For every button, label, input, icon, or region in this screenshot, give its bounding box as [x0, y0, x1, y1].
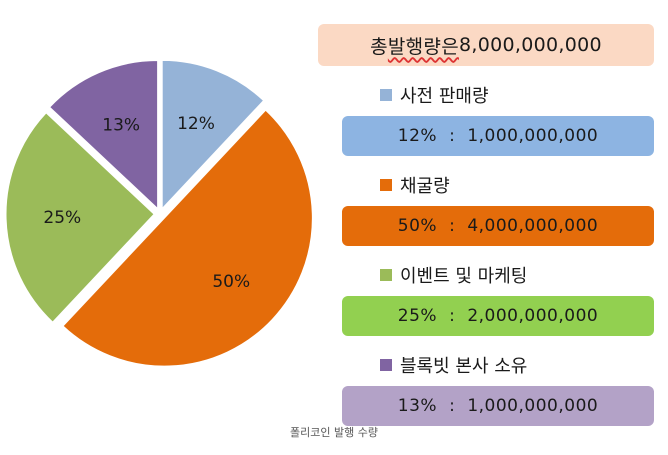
value-box-separator: :: [449, 396, 456, 416]
legend-swatch-marketing: [380, 269, 392, 281]
value-box-amount-presale: 1,000,000,000: [467, 126, 599, 146]
legend-panel: 총 발행량은 8,000,000,000 사전 판매량 12%:1,000,00…: [318, 24, 654, 426]
total-word: 발행량은: [387, 35, 459, 58]
total-value: 8,000,000,000: [459, 34, 602, 56]
pie-label-presale: 12%: [177, 114, 215, 134]
legend-entry-presale: 사전 판매량: [380, 82, 654, 108]
legend-label-headquarters: 블록빗 본사 소유: [400, 356, 528, 377]
value-box-amount-headquarters: 1,000,000,000: [467, 396, 599, 416]
value-box-amount-marketing: 2,000,000,000: [467, 306, 599, 326]
value-box-separator: :: [449, 306, 456, 326]
value-box-separator: :: [449, 216, 456, 236]
total-prefix: 총: [370, 35, 388, 58]
legend-swatch-headquarters: [380, 359, 392, 371]
value-box-separator: :: [449, 126, 456, 146]
legend-entry-marketing: 이벤트 및 마케팅: [380, 262, 654, 288]
legend-entry-mining: 채굴량: [380, 172, 654, 198]
pie-slice-mining: [62, 109, 313, 367]
legend-swatch-mining: [380, 179, 392, 191]
figure-caption: 폴리코인 발행 수량: [290, 426, 378, 439]
value-box-mining: 50%:4,000,000,000: [342, 206, 654, 246]
pie-chart: 12% 50% 25% 13%: [5, 59, 313, 367]
pie-label-mining: 50%: [212, 272, 250, 292]
legend-label-marketing: 이벤트 및 마케팅: [400, 266, 528, 287]
legend-label-presale: 사전 판매량: [400, 86, 489, 107]
value-box-amount-mining: 4,000,000,000: [467, 216, 599, 236]
legend-entry-headquarters: 블록빗 본사 소유: [380, 352, 654, 378]
value-box-percent-headquarters: 13%: [397, 396, 438, 416]
value-box-percent-mining: 50%: [397, 216, 438, 236]
value-box-percent-marketing: 25%: [397, 306, 438, 326]
pie-label-marketing: 25%: [43, 208, 81, 228]
legend-label-mining: 채굴량: [400, 176, 450, 197]
pie-label-headquarters: 13%: [102, 115, 140, 135]
pie-slice-headquarters: [49, 59, 159, 210]
value-box-headquarters: 13%:1,000,000,000: [342, 386, 654, 426]
pie-slice-marketing: [5, 112, 155, 323]
total-issuance-box: 총 발행량은 8,000,000,000: [318, 24, 654, 66]
pie-slice-presale: [161, 59, 265, 210]
value-box-marketing: 25%:2,000,000,000: [342, 296, 654, 336]
value-box-percent-presale: 12%: [397, 126, 438, 146]
value-box-presale: 12%:1,000,000,000: [342, 116, 654, 156]
legend-swatch-presale: [380, 89, 392, 101]
